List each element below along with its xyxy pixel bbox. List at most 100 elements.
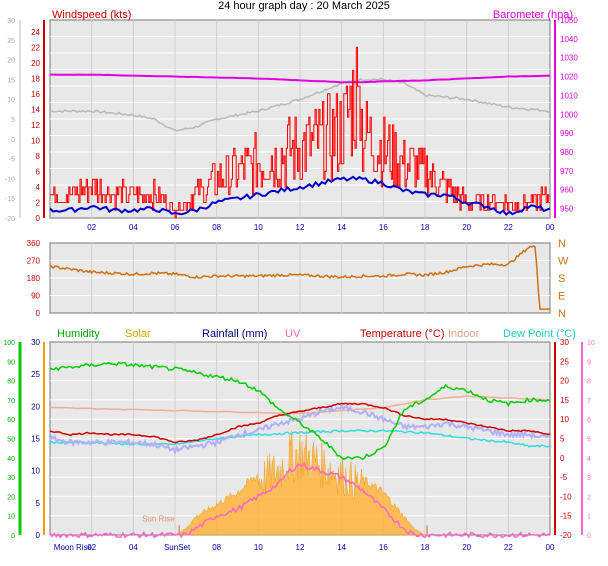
barometer-tick: 1040 xyxy=(560,35,578,44)
humidity-tick: 50 xyxy=(7,437,15,444)
temperature-tick: 5 xyxy=(560,435,565,444)
x-tick-label: 02 xyxy=(87,223,96,232)
x-tick-label: 20 xyxy=(462,223,471,232)
windspeed-tick: 4 xyxy=(36,183,41,192)
barometer-tick: 1020 xyxy=(560,73,578,82)
x-tick-label: 12 xyxy=(296,543,305,552)
windspeed-tick: 16 xyxy=(31,90,40,99)
x-tick-label: 18 xyxy=(421,223,430,232)
direction-tick: 180 xyxy=(27,274,41,283)
indoor-line xyxy=(49,394,551,415)
compass-label: N xyxy=(558,308,566,320)
uv-label: UV xyxy=(285,328,301,340)
outer-temp-tick: -10 xyxy=(5,176,15,183)
temperature-tick: 30 xyxy=(560,338,569,347)
barometer-tick: 960 xyxy=(560,186,574,195)
solar-tick: 30 xyxy=(31,338,40,347)
solar-label: Solar xyxy=(125,328,151,340)
barometer-tick: 970 xyxy=(560,167,574,176)
outer-temp-tick: -15 xyxy=(5,196,15,203)
graph-title: 24 hour graph day : 20 March 2025 xyxy=(218,0,390,12)
x-tick-label: 18 xyxy=(421,543,430,552)
temperature-label: Temperature (°C) xyxy=(360,328,444,340)
outer-temp-tick: 25 xyxy=(7,38,15,45)
outer-temp-tick: 0 xyxy=(11,137,15,144)
barometer-tick: 1030 xyxy=(560,54,578,63)
humidity-tick: 10 xyxy=(7,514,15,521)
uv-tick: 1 xyxy=(587,514,591,521)
x-tick-label: 22 xyxy=(504,223,513,232)
uv-tick: 4 xyxy=(587,456,591,463)
feels-like-line xyxy=(49,403,551,456)
x-tick-label: 06 xyxy=(171,223,180,232)
humidity-tick: 90 xyxy=(7,359,15,366)
x-tick-label: 00 xyxy=(546,543,555,552)
humidity-line xyxy=(49,361,551,461)
x-tick-label: SunSet xyxy=(164,543,191,552)
x-tick-label: 16 xyxy=(379,543,388,552)
sunrise-label: Sun Rise xyxy=(142,514,175,523)
barometer-line xyxy=(50,73,551,84)
x-tick-label: 14 xyxy=(337,543,346,552)
windspeed-tick: 10 xyxy=(31,136,40,145)
humidity-tick: 80 xyxy=(7,379,15,386)
solar-tick: 20 xyxy=(31,402,40,411)
rainfall-label: Rainfall (mm) xyxy=(202,328,267,340)
windspeed-tick: 24 xyxy=(31,28,40,37)
wind-direction-line xyxy=(49,245,550,310)
uv-tick: 3 xyxy=(587,475,591,482)
temperature-tick: -15 xyxy=(560,512,572,521)
uv-tick: 5 xyxy=(587,437,591,444)
outer-temp-tick: -20 xyxy=(5,216,15,223)
temperature-tick: 20 xyxy=(560,377,569,386)
dewpoint-line xyxy=(49,429,551,448)
outer-temp-tick: 30 xyxy=(7,18,15,25)
windspeed-tick: 6 xyxy=(36,167,41,176)
humidity-tick: 100 xyxy=(3,340,15,347)
outer-temp-tick: 15 xyxy=(7,77,15,84)
x-tick-label: 10 xyxy=(254,543,263,552)
windspeed-tick: 2 xyxy=(36,198,41,207)
barometer-tick: 1010 xyxy=(560,91,578,100)
windspeed-line xyxy=(50,46,550,219)
x-tick-label: 20 xyxy=(462,543,471,552)
uv-line xyxy=(49,461,551,539)
x-tick-label: 08 xyxy=(212,543,221,552)
humidity-tick: 40 xyxy=(7,456,15,463)
compass-label: S xyxy=(558,273,565,285)
windspeed-tick: 0 xyxy=(36,214,41,223)
direction-tick: 0 xyxy=(36,309,41,318)
direction-tick: 360 xyxy=(27,239,41,248)
temperature-line xyxy=(49,402,551,444)
temperature-tick: -5 xyxy=(560,473,568,482)
wind-average-line xyxy=(49,175,551,216)
windspeed-tick: 14 xyxy=(31,105,40,114)
x-tick-label: 04 xyxy=(129,223,138,232)
barometer-tick: 1000 xyxy=(560,110,578,119)
direction-tick: 90 xyxy=(31,292,40,301)
x-tick-label: 10 xyxy=(254,223,263,232)
barometer-tick: 990 xyxy=(560,129,574,138)
x-tick-label: 12 xyxy=(296,223,305,232)
solar-tick: 5 xyxy=(36,499,41,508)
uv-tick: 2 xyxy=(587,494,591,501)
barometer-tick: 980 xyxy=(560,148,574,157)
x-tick-label: 00 xyxy=(546,223,555,232)
windspeed-tick: 8 xyxy=(36,152,41,161)
barometer-label: Barometer (hpa) xyxy=(493,9,573,21)
x-tick-label: Moon Rise xyxy=(54,543,93,552)
compass-label: N xyxy=(558,238,566,250)
solar-tick: 10 xyxy=(31,467,40,476)
direction-tick: 270 xyxy=(27,257,41,266)
uv-tick: 7 xyxy=(587,398,591,405)
x-tick-label: 08 xyxy=(212,223,221,232)
x-tick-label: 16 xyxy=(379,223,388,232)
uv-tick: 6 xyxy=(587,417,591,424)
outer-temp-tick: 5 xyxy=(11,117,15,124)
x-tick-label: 22 xyxy=(504,543,513,552)
temperature-tick: -20 xyxy=(560,531,572,540)
compass-label: E xyxy=(558,291,565,303)
temperature-tick: 10 xyxy=(560,415,569,424)
humidity-tick: 20 xyxy=(7,494,15,501)
humidity-tick: 30 xyxy=(7,475,15,482)
